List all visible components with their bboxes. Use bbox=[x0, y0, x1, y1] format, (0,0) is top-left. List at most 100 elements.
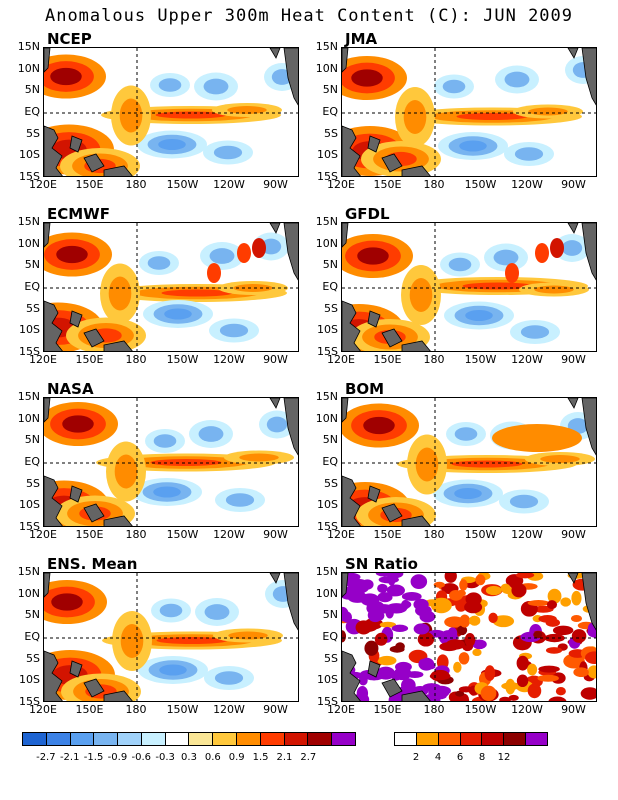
anomaly-contour bbox=[514, 147, 544, 161]
snr-contour bbox=[409, 652, 427, 660]
map-area bbox=[341, 572, 597, 702]
anomaly-contour bbox=[164, 308, 192, 320]
snr-contour bbox=[456, 589, 466, 597]
anomaly-contour bbox=[442, 79, 466, 94]
snr-contour bbox=[377, 583, 388, 593]
lat-tick-label: 5N bbox=[322, 258, 338, 272]
colorbar-label: 6 bbox=[456, 752, 464, 763]
lon-tick-label: 120E bbox=[29, 528, 57, 541]
anomaly-contour bbox=[198, 426, 224, 442]
snr-contour bbox=[379, 621, 397, 628]
snr-contour bbox=[433, 581, 445, 588]
heat-content-map bbox=[342, 48, 596, 176]
anomaly-contour bbox=[228, 631, 268, 640]
lon-tick-label: 180 bbox=[423, 178, 445, 191]
snr-contour bbox=[484, 665, 496, 681]
lat-tick-label: 10S bbox=[19, 148, 40, 162]
lon-tick-label: 150W bbox=[166, 178, 199, 191]
snr-contour bbox=[548, 696, 567, 701]
land-mass bbox=[581, 398, 596, 456]
panel-title: BOM bbox=[345, 380, 385, 398]
colorbar-label: 2.1 bbox=[276, 752, 293, 763]
map-area bbox=[341, 47, 597, 177]
snr-contour bbox=[480, 685, 497, 701]
lat-tick-label: 10N bbox=[315, 61, 338, 75]
land-mass bbox=[567, 48, 579, 59]
land-mass bbox=[44, 223, 51, 248]
snr-contour bbox=[430, 597, 452, 614]
snr-contour bbox=[516, 674, 529, 688]
anomaly-contour bbox=[351, 69, 383, 87]
colorbar-label: 2.7 bbox=[300, 752, 317, 763]
colorbar-label: 0.9 bbox=[228, 752, 245, 763]
figure-title: Anomalous Upper 300m Heat Content (C): J… bbox=[44, 6, 574, 26]
lat-tick-label: 5N bbox=[322, 608, 338, 622]
land-mass bbox=[367, 310, 381, 328]
anomaly-contour bbox=[108, 276, 132, 311]
map-panel: JMA 15N 10N 5N EQ 5S 10S 15S 120E 150E 180 150W 120W… bbox=[316, 30, 597, 191]
lat-tick-label: 15S bbox=[19, 520, 40, 533]
snr-contour bbox=[417, 632, 435, 647]
land-mass bbox=[269, 48, 281, 59]
heat-content-map bbox=[342, 398, 596, 526]
snr-contour bbox=[488, 612, 498, 624]
lat-tick-label: 5N bbox=[322, 83, 338, 97]
lon-tick-label: 120W bbox=[213, 353, 245, 366]
snr-contour bbox=[500, 583, 511, 593]
colorbar-label: 8 bbox=[478, 752, 486, 763]
lon-tick-label: 90W bbox=[263, 178, 288, 191]
colorbar-label: 1.5 bbox=[252, 752, 269, 763]
colorbar-label: -2.7 bbox=[36, 752, 56, 763]
land-mass bbox=[44, 398, 51, 423]
snr-contour bbox=[527, 599, 550, 607]
heat-content-map bbox=[342, 573, 596, 701]
snr-contour bbox=[455, 690, 465, 697]
colorbar-swatch bbox=[526, 733, 548, 745]
lat-tick-label: 5S bbox=[324, 651, 338, 665]
snr-contour bbox=[360, 593, 380, 607]
anomaly-contour bbox=[448, 257, 472, 272]
snr-contour bbox=[426, 662, 436, 670]
lat-tick-label: EQ bbox=[24, 105, 40, 118]
lon-tick-label: 120W bbox=[213, 528, 245, 541]
panel-title: ENS. Mean bbox=[47, 555, 138, 573]
snr-contour bbox=[377, 655, 397, 666]
land-mass bbox=[381, 678, 403, 698]
snr-contour bbox=[468, 615, 481, 626]
colorbar-swatch bbox=[70, 733, 95, 745]
colorbar-label: -2.1 bbox=[59, 752, 80, 763]
anomaly-contour bbox=[62, 415, 94, 433]
anomaly-colorbar bbox=[22, 732, 356, 746]
land-mass bbox=[69, 135, 83, 153]
panel-title: GFDL bbox=[345, 205, 390, 223]
colorbar-swatch bbox=[189, 733, 214, 745]
map-area bbox=[43, 572, 299, 702]
map-panel: ENS. Mean 15N 10N 5N EQ 5S 10S 15S 120E 150E 180 15… bbox=[18, 555, 299, 716]
snr-contour bbox=[587, 665, 596, 679]
lat-tick-label: 5S bbox=[324, 126, 338, 140]
colorbar-swatch bbox=[460, 733, 483, 745]
anomaly-contour bbox=[520, 325, 550, 339]
lon-tick-label: 90W bbox=[561, 353, 586, 366]
lon-tick-label: 180 bbox=[125, 178, 147, 191]
anomaly-contour bbox=[415, 447, 439, 482]
lat-tick-label: 10N bbox=[315, 236, 338, 250]
snr-contour bbox=[459, 614, 471, 628]
lon-tick-label: 150W bbox=[166, 353, 199, 366]
land-mass bbox=[269, 223, 281, 234]
lon-tick-label: 120W bbox=[213, 703, 245, 716]
anomaly-contour bbox=[252, 238, 266, 258]
snr-contour bbox=[395, 642, 405, 651]
land-mass bbox=[567, 398, 579, 409]
lat-tick-label: 5S bbox=[26, 651, 40, 665]
land-mass bbox=[581, 48, 596, 106]
land-mass bbox=[381, 503, 403, 523]
lon-tick-label: 90W bbox=[263, 353, 288, 366]
lat-tick-label: 15N bbox=[17, 390, 40, 403]
anomaly-contour bbox=[409, 278, 433, 312]
lat-tick-label: 10N bbox=[17, 236, 40, 250]
heat-content-map bbox=[44, 398, 298, 526]
snr-contour bbox=[472, 639, 487, 650]
land-mass bbox=[342, 398, 349, 423]
anomaly-contour bbox=[114, 454, 138, 489]
